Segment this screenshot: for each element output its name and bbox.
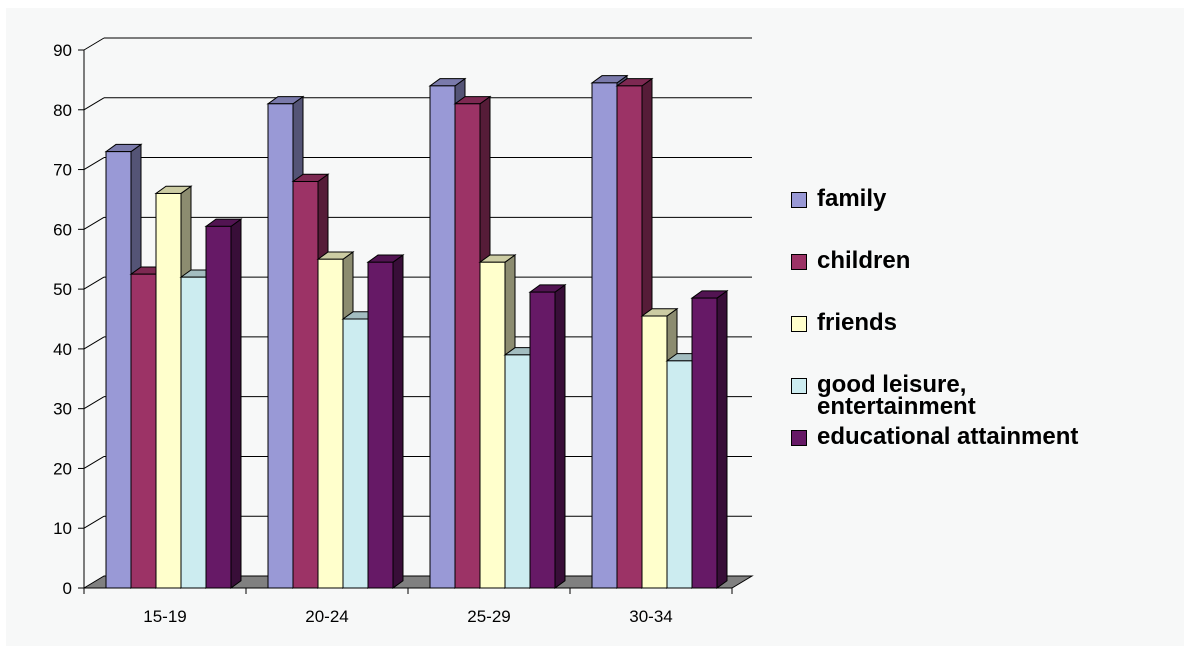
y-tick-label: 80 <box>53 101 72 120</box>
bar <box>367 261 394 589</box>
bar <box>155 192 182 589</box>
bar <box>691 297 718 589</box>
x-tick-label: 20-24 <box>305 607 348 626</box>
legend-item: family <box>791 185 1171 212</box>
gridline-diagonal <box>83 97 105 111</box>
y-tick-label: 50 <box>53 280 72 299</box>
bar <box>205 225 232 589</box>
bar <box>666 360 693 589</box>
legend-label: friends <box>817 309 898 336</box>
legend-swatch <box>791 378 807 394</box>
bar <box>429 85 456 589</box>
y-tick-label: 40 <box>53 340 72 359</box>
x-tick-label: 25-29 <box>467 607 510 626</box>
legend-label: family <box>817 185 887 212</box>
bar <box>180 276 207 589</box>
legend-swatch <box>791 430 807 446</box>
gridline-diagonal <box>83 37 105 51</box>
gridline-diagonal <box>83 276 105 290</box>
gridline-diagonal <box>83 336 105 350</box>
gridline-diagonal <box>83 456 105 469</box>
y-tick-label: 70 <box>53 161 72 180</box>
x-tick-label: 30-34 <box>629 607 672 626</box>
y-tick-label: 20 <box>53 459 72 478</box>
gridline-diagonal <box>83 396 105 410</box>
y-tick-label: 60 <box>53 220 72 239</box>
bar <box>641 315 668 589</box>
legend-item: good leisure, entertainment <box>791 371 1171 420</box>
gridline-diagonal <box>83 157 105 170</box>
bar <box>267 103 294 589</box>
legend-item: educational attainment <box>791 423 1171 450</box>
legend: family children friends good leisure, enter… <box>791 185 1171 450</box>
bar <box>591 82 618 589</box>
legend-label: children <box>817 247 911 274</box>
y-tick-label: 30 <box>53 400 72 419</box>
y-tick-label: 0 <box>63 579 72 598</box>
bar <box>342 318 369 589</box>
y-tick-label: 10 <box>53 519 72 538</box>
x-tick-label: 15-19 <box>143 607 186 626</box>
bar-side <box>392 254 404 589</box>
bar <box>292 181 319 589</box>
bar <box>105 151 132 589</box>
bar <box>616 85 643 589</box>
chart-area: 0 10 20 30 40 50 60 70 80 90 15-19 20-24 25-29 30-34 … <box>6 8 1184 646</box>
legend-item: children <box>791 247 1171 274</box>
bar-side <box>230 218 242 589</box>
bar-side <box>554 283 566 589</box>
bar <box>130 273 157 589</box>
legend-item: friends <box>791 309 1171 336</box>
y-tick-label: 90 <box>53 41 72 60</box>
bar <box>529 291 556 589</box>
bar-chart: 0 10 20 30 40 50 60 70 80 90 15-19 20-24 25-29 30-34 <box>53 37 754 626</box>
legend-swatch <box>791 192 807 208</box>
bar <box>317 258 344 589</box>
legend-swatch <box>791 316 807 332</box>
bar <box>504 354 531 589</box>
gridline-diagonal <box>83 515 105 529</box>
bar <box>454 103 481 589</box>
legend-label: good leisure, entertainment <box>817 371 976 420</box>
legend-label: educational attainment <box>817 423 1079 450</box>
legend-swatch <box>791 254 807 270</box>
gridline-diagonal <box>83 216 105 230</box>
bar-side <box>716 289 728 589</box>
bar <box>479 261 506 589</box>
